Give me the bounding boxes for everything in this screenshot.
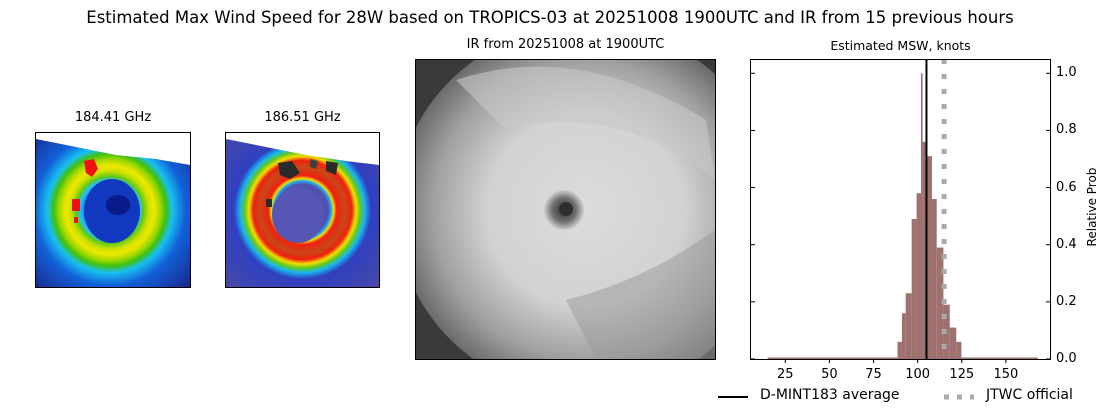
y-tick-label: 1.0 <box>1056 65 1077 81</box>
legend-label-average: D-MINT183 average <box>760 387 900 403</box>
legend-dotted-line-icon <box>944 394 974 400</box>
mw1-image-panel <box>35 132 191 288</box>
histogram-bar <box>931 199 937 359</box>
mw1-title: 184.41 GHz <box>74 110 152 125</box>
histogram-bar <box>925 156 932 359</box>
ir-image <box>416 60 715 359</box>
legend-solid-line-icon <box>718 396 748 398</box>
y-tick-label: 0.2 <box>1056 293 1077 309</box>
mw1-image <box>36 133 190 287</box>
x-tick-label: 25 <box>777 367 794 382</box>
hist-title: Estimated MSW, knots <box>830 38 971 53</box>
histogram-bar <box>905 293 912 359</box>
plot-frame <box>750 59 1051 360</box>
histogram-bar <box>901 313 906 359</box>
histogram-bar <box>956 341 962 359</box>
histogram-bar <box>911 219 917 359</box>
x-tick-label: 50 <box>821 367 838 382</box>
y-axis-label: Relative Prob <box>1085 167 1099 247</box>
ir-image-panel <box>415 59 716 360</box>
y-tick-label: 0.0 <box>1056 351 1077 366</box>
mw2-image <box>226 133 379 287</box>
mw2-image-panel <box>225 132 380 288</box>
histogram-plot <box>750 59 1051 363</box>
x-tick-label: 100 <box>905 367 931 382</box>
figure-title: Estimated Max Wind Speed for 28W based o… <box>86 8 1014 27</box>
histogram-bar <box>897 341 902 359</box>
histogram-bar <box>916 193 921 359</box>
histogram-bar <box>921 73 923 360</box>
y-tick-label: 0.4 <box>1056 236 1077 252</box>
y-tick-label: 0.8 <box>1056 122 1077 138</box>
histogram-chart <box>750 59 1051 363</box>
y-axis-label-wrap: Relative Prob <box>1052 168 1100 247</box>
x-tick-label: 150 <box>993 367 1019 382</box>
y-tick-label: 0.6 <box>1056 179 1077 195</box>
histogram-bar <box>936 247 944 359</box>
histogram-bar <box>922 141 926 359</box>
x-tick-label: 125 <box>949 367 975 382</box>
legend-label-jtwc: JTWC official <box>986 387 1073 403</box>
mw2-title: 186.51 GHz <box>264 110 341 125</box>
legend: D-MINT183 average JTWC official <box>716 386 1096 408</box>
ir-title: IR from 20251008 at 1900UTC <box>466 37 665 52</box>
x-tick-label: 75 <box>865 367 882 382</box>
histogram-bar <box>949 327 957 359</box>
